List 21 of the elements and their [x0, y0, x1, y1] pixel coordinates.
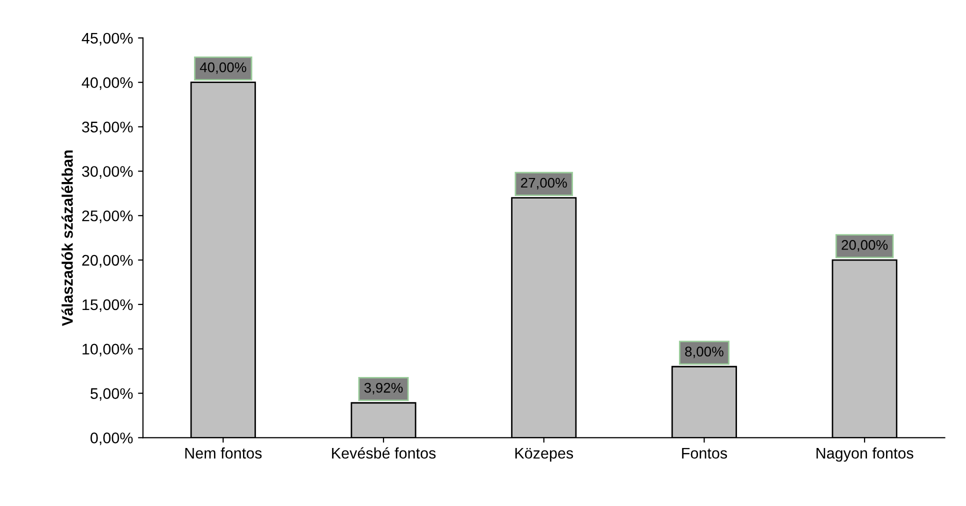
x-tick-label: Fontos [682, 448, 728, 459]
x-tick-label: Nem fontos [185, 447, 262, 459]
y-tick-label: 45,00% [82, 32, 133, 46]
y-tick-label: 15,00% [82, 299, 133, 312]
y-tick-label: 35,00% [82, 122, 133, 134]
y-tick-label: 0,00% [90, 432, 133, 446]
y-axis-title: Válaszadók százalékban [62, 150, 73, 326]
y-tick-label: 20,00% [82, 254, 133, 268]
data-label: 8,00% [685, 346, 724, 358]
x-tick-label: Kevésbé fontos [332, 447, 436, 459]
y-tick-label: 30,00% [82, 166, 133, 179]
y-tick-label: 25,00% [82, 210, 133, 224]
data-label: 20,00% [842, 240, 888, 252]
x-tick-label: Nagyon fontos [816, 447, 914, 462]
x-tick-label: Közepes [515, 448, 574, 462]
y-tick-label: 5,00% [90, 388, 133, 401]
y-tick-label: 10,00% [82, 344, 133, 356]
y-tick-label: 40,00% [82, 77, 133, 90]
data-label: 3,92% [364, 382, 403, 394]
data-label: 27,00% [521, 178, 567, 190]
data-label: 40,00% [200, 62, 246, 74]
